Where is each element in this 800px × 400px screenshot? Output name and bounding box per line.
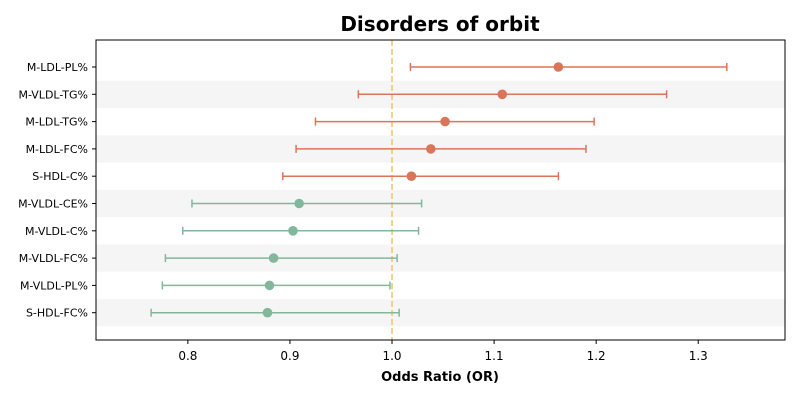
y-tick-label: M-VLDL-PL% xyxy=(20,279,88,292)
y-tick-label: M-VLDL-FC% xyxy=(19,252,88,265)
x-tick-label: 1.2 xyxy=(587,349,606,363)
or-point xyxy=(426,144,436,154)
x-tick-label: 0.8 xyxy=(178,349,197,363)
x-tick-label: 1.0 xyxy=(382,349,401,363)
y-tick-label: S-HDL-FC% xyxy=(26,307,88,320)
plot-frame xyxy=(95,39,786,341)
y-axis: M-LDL-PL% M-VLDL-TG% M-LDL-TG% M-LDL-FC% S-H… xyxy=(18,61,96,320)
or-point xyxy=(406,171,417,181)
x-axis: 0.8 0.9 1.0 1.1 1.2 1.3 xyxy=(178,340,708,363)
y-tick-label: M-LDL-PL% xyxy=(27,61,88,74)
x-tick-label: 1.1 xyxy=(485,349,504,363)
y-tick-label: M-VLDL-CE% xyxy=(18,198,88,211)
x-tick-label: 0.9 xyxy=(280,349,299,363)
or-point xyxy=(294,198,304,209)
y-tick-label: S-HDL-C% xyxy=(32,170,88,183)
or-point xyxy=(440,116,450,127)
y-tick-label: M-VLDL-C% xyxy=(25,225,88,238)
data-marks xyxy=(150,62,728,318)
y-tick-label: M-LDL-TG% xyxy=(25,116,88,129)
or-point xyxy=(268,253,279,263)
or-point xyxy=(288,226,298,236)
chart-title: Disorders of orbit xyxy=(340,12,540,36)
y-tick-label: M-VLDL-TG% xyxy=(18,88,88,101)
or-point xyxy=(553,62,564,72)
or-point xyxy=(497,89,508,100)
x-tick-label: 1.3 xyxy=(689,349,708,363)
y-tick-label: M-LDL-FC% xyxy=(26,143,88,156)
x-axis-label: Odds Ratio (OR) xyxy=(381,370,499,385)
or-point xyxy=(262,307,273,318)
or-point xyxy=(264,280,275,291)
